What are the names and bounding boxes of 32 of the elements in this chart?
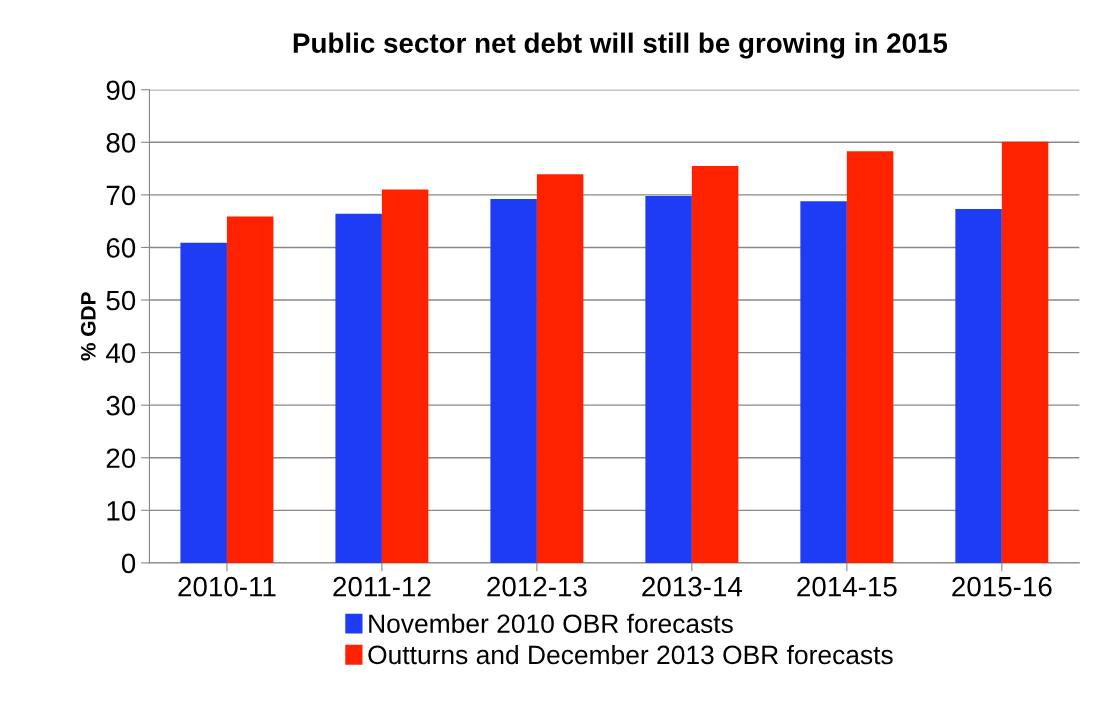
- y-tick-label: 90: [106, 80, 136, 101]
- y-tick-label: 70: [106, 185, 136, 206]
- bar: [846, 151, 894, 563]
- y-tick-label: 10: [107, 501, 136, 521]
- y-tick-label: 40: [105, 343, 136, 363]
- x-tick-label: 2010-11: [178, 576, 276, 597]
- bar: [180, 242, 227, 563]
- bar: [536, 174, 584, 563]
- y-axis-title: % GDP: [80, 292, 96, 361]
- x-tick-label: 2013-14: [642, 576, 743, 597]
- legend-label: Outturns and December 2013 OBR forecasts: [368, 644, 893, 665]
- x-tick-label: 2014-15: [797, 576, 897, 597]
- bar: [381, 189, 429, 563]
- y-tick-label: 30: [106, 395, 136, 416]
- y-tick-label: 20: [106, 448, 136, 469]
- y-tick-label: 50: [106, 290, 136, 311]
- bar: [691, 165, 739, 563]
- bar: [800, 201, 847, 563]
- y-tick-label: 0: [121, 553, 136, 574]
- x-tick-label: 2015-16: [952, 576, 1052, 597]
- bar: [1001, 141, 1049, 563]
- y-tick-label: 60: [106, 238, 136, 258]
- bar: [335, 213, 382, 563]
- y-tick-label: 80: [106, 132, 136, 153]
- legend-label: November 2010 OBR forecasts: [369, 613, 733, 634]
- x-tick-label: 2012-13: [487, 576, 587, 597]
- bar: [645, 195, 692, 563]
- x-tick-label: 2011-12: [333, 576, 431, 597]
- chart-title: Public sector net debt will still be growing in 2015: [293, 32, 948, 59]
- bar: [955, 209, 1002, 563]
- bar: [490, 199, 537, 563]
- bar: [226, 216, 274, 563]
